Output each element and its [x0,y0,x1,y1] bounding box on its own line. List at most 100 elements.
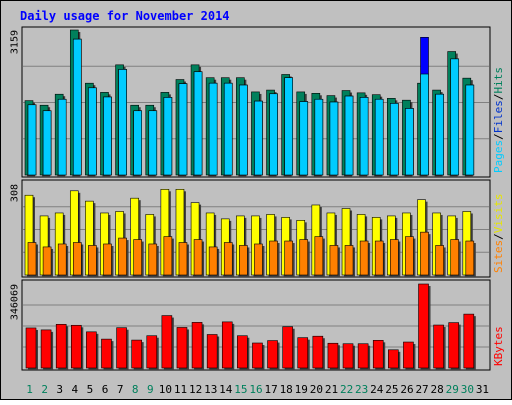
bar-sites [405,236,414,276]
bar-kbytes [403,341,414,369]
bar-pages [465,84,475,176]
x-tick-label: 17 [264,383,277,396]
chart-title: Daily usage for November 2014 [20,9,230,23]
bar-kbytes [252,342,263,369]
x-tick-label: 3 [56,383,63,396]
bar-sites [208,246,218,276]
bar-kbytes [463,313,475,369]
bar-pages [359,97,369,176]
x-tick-label: 23 [355,383,368,396]
bar-pages [390,103,399,176]
visits-panel-legend-sites: Sites [492,240,505,273]
bar-pages [27,104,37,176]
x-tick-label: 15 [234,383,247,396]
bar-kbytes [161,315,173,369]
hits-panel-legend-separator: / [492,133,505,140]
bar-kbytes [206,334,218,369]
bar-kbytes [131,339,142,369]
bar-sites [103,243,112,276]
bar-sites [269,240,278,276]
bar-pages [133,110,142,176]
bar-pages [435,93,444,176]
bar-sites [314,236,324,276]
x-tick-label: 22 [340,383,353,396]
visits-panel-ymax-label: 308 [10,184,21,202]
visits-panel-legend: Sites/Visits [492,194,505,274]
bar-kbytes [70,324,82,369]
x-tick-label: 9 [147,383,154,396]
hits-panel-legend-files: Files [492,100,505,133]
bar-pages [299,101,309,176]
bar-kbytes [40,329,52,369]
bar-sites [344,245,354,276]
bar-sites [284,240,293,276]
x-tick-label: 24 [370,383,384,396]
bar-pages [329,101,339,176]
x-tick-label: 14 [219,383,233,396]
visits-panel-legend-visits: Visits [492,194,505,234]
bar-sites [133,239,142,276]
hits-panel-legend-pages: Pages [492,140,505,173]
bar-sites [299,239,309,276]
bar-pages [405,108,414,176]
bar-kbytes [237,335,248,369]
x-tick-label: 30 [461,383,474,396]
bar-kbytes [267,340,278,369]
bar-sites [178,242,188,276]
bar-pages [420,73,429,176]
bar-pages [208,82,218,176]
x-tick-label: 11 [174,383,187,396]
bar-sites [465,240,475,276]
bar-pages [57,98,67,176]
bar-pages [193,71,203,176]
bar-kbytes [297,337,309,369]
bar-pages [254,100,263,176]
bar-sites [163,236,173,276]
hits-panel-legend-separator: / [492,94,505,101]
bar-kbytes [25,327,37,369]
bar-sites [435,245,444,276]
x-tick-label: 21 [325,383,338,396]
bar-sites [450,239,460,276]
bar-sites [88,245,97,276]
bar-sites [390,239,399,276]
bar-pages [163,97,173,176]
bar-sites [118,237,127,276]
x-tick-label: 10 [159,383,172,396]
x-tick-label: 12 [189,383,202,396]
bar-pages [269,93,278,176]
bar-sites [239,245,248,276]
visits-panel-legend-separator: / [492,233,505,240]
bar-kbytes [433,324,444,369]
bar-kbytes [101,338,112,369]
bar-pages [88,87,97,176]
chart-panels: 3159Pages/Files/Hits308Sites/Visits34606… [10,26,505,371]
x-tick-label: 26 [400,383,413,396]
bar-sites [72,242,82,276]
bar-sites [42,246,52,276]
bar-kbytes [282,326,293,369]
bar-kbytes [116,327,127,369]
bar-kbytes [448,322,460,369]
hits-panel-legend: Pages/Files/Hits [492,67,505,173]
bar-pages [148,110,158,176]
bar-sites [57,243,67,276]
bar-sites [329,245,339,276]
bar-sites [254,243,263,276]
bar-pages [450,58,460,176]
bar-sites [148,243,158,276]
bar-kbytes [221,321,233,369]
bar-pages [314,98,324,176]
bar-kbytes [372,340,384,369]
bar-kbytes [388,349,399,369]
bar-pages [239,84,248,176]
x-tick-label: 29 [446,383,459,396]
hits-panel-ymax-label: 3159 [10,30,21,54]
bar-pages [72,38,82,176]
bar-sites [359,240,369,276]
bar-pages [118,69,127,176]
bar-kbytes [86,331,97,369]
kbytes-panel-legend-kbytes: KBytes [492,326,505,366]
